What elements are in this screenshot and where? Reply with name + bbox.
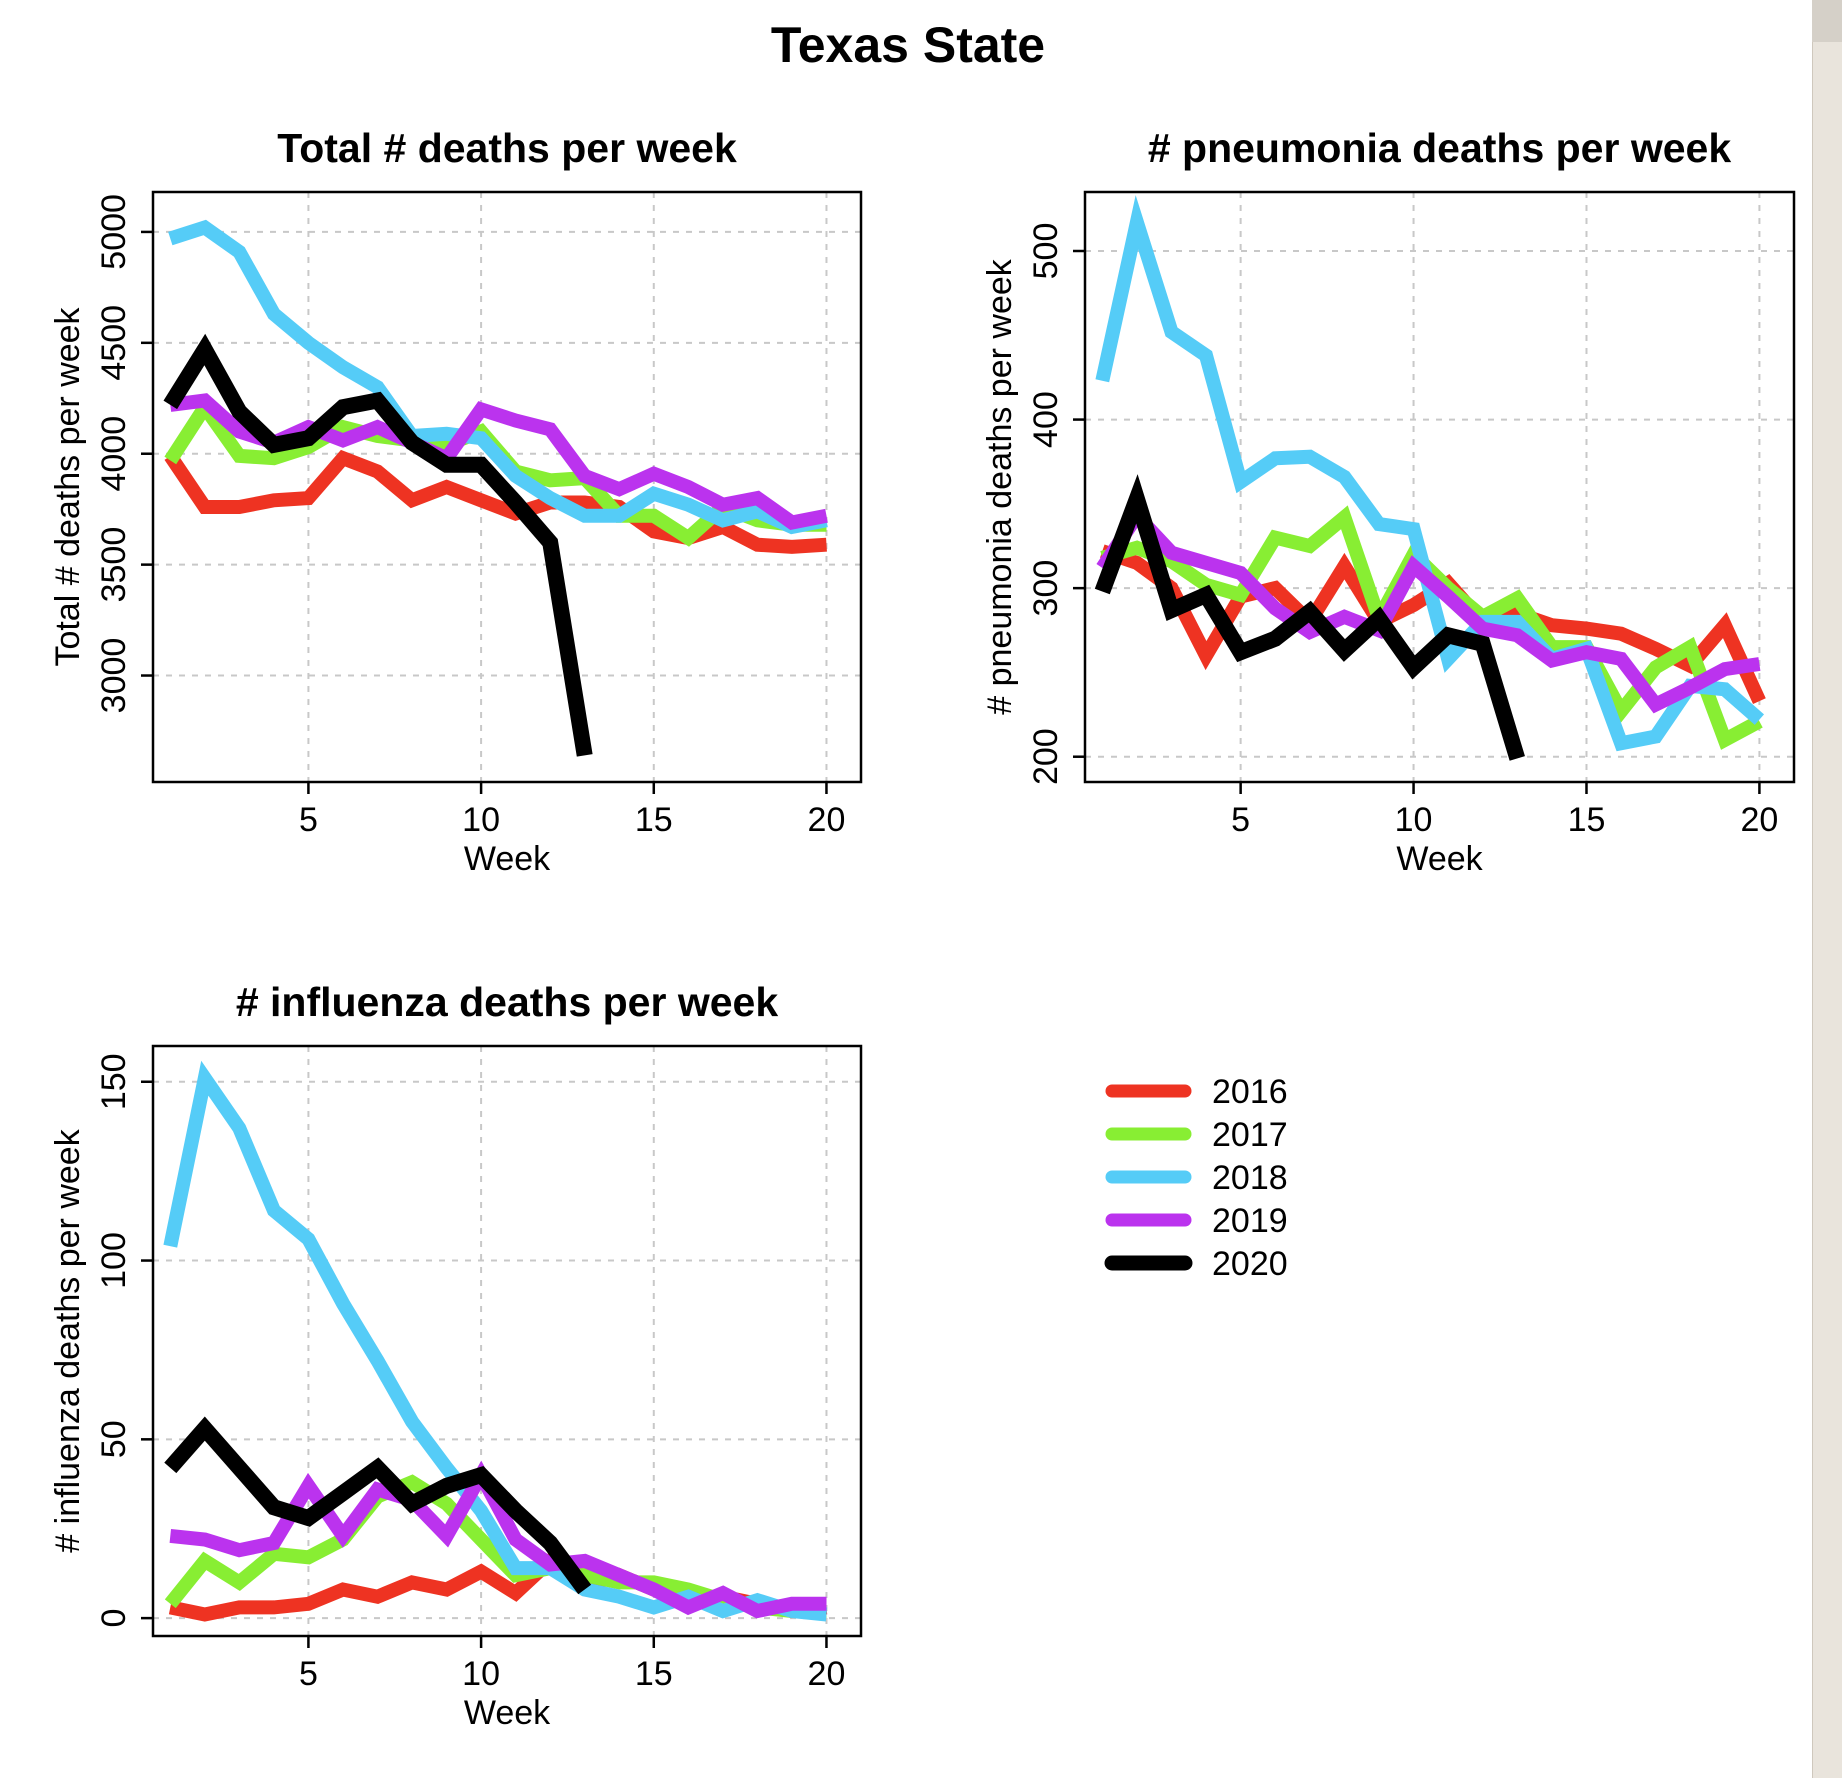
y-tick-label: 100 [95, 1232, 133, 1289]
chart-legend: 2016 2017 2018 2019 2020 [1104, 1073, 1288, 1283]
legend-label-2019: 2019 [1212, 1202, 1288, 1240]
x-tick-label: 5 [299, 801, 318, 839]
series-line-2018 [1095, 195, 1765, 752]
plot-frame [151, 190, 863, 784]
y-tick-label: 150 [95, 1053, 133, 1110]
y-tick-label: 300 [1027, 560, 1065, 617]
y-tick-label: 5000 [95, 194, 133, 270]
series-line-2019 [1096, 504, 1761, 714]
y-axis-label: # influenza deaths per week [49, 1128, 87, 1552]
legend-label-2020: 2020 [1212, 1245, 1288, 1283]
legend-label-2017: 2017 [1212, 1116, 1288, 1154]
y-tick-label: 0 [95, 1609, 133, 1628]
page-title: Texas State [771, 17, 1045, 73]
chart-title: Total # deaths per week [277, 125, 737, 171]
series-line-2018 [163, 1060, 828, 1622]
x-axis-label: Week [464, 1694, 551, 1732]
x-tick-label: 10 [462, 801, 500, 839]
y-tick-label: 500 [1027, 223, 1065, 280]
chart-title: # pneumonia deaths per week [1148, 125, 1731, 171]
y-tick-label: 50 [95, 1420, 133, 1458]
series-line-2018 [168, 219, 828, 535]
series-line-2020 [163, 333, 593, 757]
x-tick-label: 20 [1741, 801, 1779, 839]
chart-title: # influenza deaths per week [236, 979, 778, 1025]
series-line-2019 [169, 1460, 827, 1619]
plot-frame [1083, 190, 1796, 784]
adjacent-window-toolbar [1812, 0, 1842, 42]
x-tick-label: 5 [299, 1655, 318, 1693]
x-tick-label: 20 [808, 1655, 846, 1693]
y-tick-label: 3000 [95, 638, 133, 714]
adjacent-window-edge [1812, 0, 1842, 1778]
x-tick-label: 20 [808, 801, 846, 839]
y-tick-label: 4000 [95, 416, 133, 492]
x-tick-label: 15 [1568, 801, 1606, 839]
x-tick-label: 10 [462, 1655, 500, 1693]
series-line-2020 [164, 1416, 592, 1595]
y-tick-label: 400 [1027, 391, 1065, 448]
plot-frame [151, 1044, 863, 1638]
y-tick-label: 4500 [95, 305, 133, 381]
series-line-2016 [164, 449, 827, 554]
legend-label-2018: 2018 [1212, 1159, 1288, 1197]
series-line-2020 [1094, 474, 1525, 761]
y-tick-label: 200 [1027, 728, 1065, 785]
y-axis-label: # pneumonia deaths per week [981, 258, 1019, 715]
y-tick-label: 3500 [95, 527, 133, 603]
x-axis-label: Week [464, 840, 551, 878]
legend-label-2016: 2016 [1212, 1073, 1288, 1111]
x-axis-label: Week [1396, 840, 1483, 878]
x-tick-label: 10 [1395, 801, 1433, 839]
x-tick-label: 15 [635, 1655, 673, 1693]
x-tick-label: 15 [635, 801, 673, 839]
y-axis-label: Total # deaths per week [49, 306, 87, 666]
x-tick-label: 5 [1231, 801, 1250, 839]
